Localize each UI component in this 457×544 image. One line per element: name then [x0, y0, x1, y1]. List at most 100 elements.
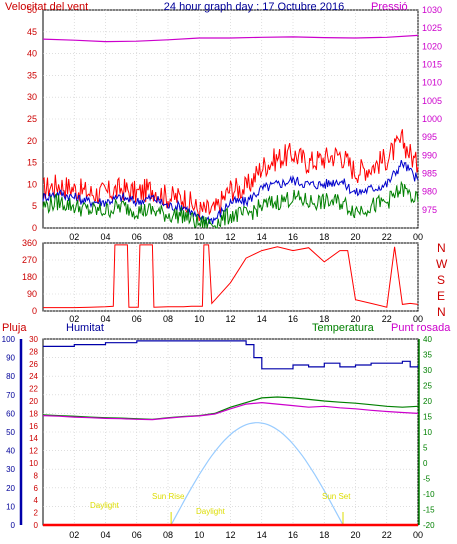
dewpoint-axis-title: Punt rosada	[391, 322, 451, 334]
pressure-y-tick-label: 1000	[422, 114, 442, 124]
sun-set-annotation: Sun Set	[322, 492, 351, 501]
rain-y-tick-label: 22	[29, 385, 38, 394]
temperature-y-tick-label: 25	[423, 382, 432, 391]
temperature-y-tick-label: 5	[423, 444, 428, 453]
temperature-axis-title: Temperatura	[312, 322, 375, 334]
humidity-y-tick-label: 20	[6, 484, 15, 493]
humidity-y-tick-label: 100	[2, 335, 16, 344]
x-tick-label: 20	[350, 314, 360, 324]
pressure-y-tick-label: 975	[422, 205, 437, 215]
rain-y-tick-label: 28	[29, 347, 38, 356]
rain-y-tick-label: 12	[29, 447, 38, 456]
x-tick-label: 12	[225, 314, 235, 324]
daylight-annotation-left: Daylight	[90, 501, 120, 510]
wind-y-tick-label: 15	[27, 158, 37, 168]
rain-y-tick-label: 10	[29, 459, 38, 468]
x-tick-label: 18	[319, 314, 329, 324]
humidity-y-tick-label: 0	[11, 521, 16, 530]
x-tick-label: 08	[163, 314, 173, 324]
direction-y-tick-label: 0	[32, 306, 37, 316]
pressure-y-tick-label: 980	[422, 187, 437, 197]
rain-y-tick-label: 20	[29, 397, 38, 406]
rain-y-tick-label: 2	[34, 509, 39, 518]
direction-label-n-top: N	[437, 241, 446, 255]
x-tick-label: 22	[382, 314, 392, 324]
x-tick-label: 20	[350, 530, 360, 540]
rain-y-tick-label: 14	[29, 434, 38, 443]
humidity-y-tick-label: 10	[6, 502, 15, 511]
direction-label-e: E	[437, 289, 445, 303]
humidity-axis-title: Humitat	[66, 322, 104, 334]
x-tick-label: 14	[257, 530, 267, 540]
pressure-y-tick-label: 1005	[422, 96, 442, 106]
humidity-y-tick-label: 30	[6, 465, 15, 474]
x-tick-label: 14	[257, 314, 267, 324]
x-tick-label: 08	[163, 232, 173, 242]
pressure-y-tick-label: 1015	[422, 60, 442, 70]
temperature-y-tick-label: -5	[423, 475, 431, 484]
direction-y-tick-label: 90	[27, 289, 37, 299]
pressure-y-tick-label: 1010	[422, 78, 442, 88]
wind-y-tick-label: 10	[27, 179, 37, 189]
x-tick-label: 02	[69, 314, 79, 324]
pressure-y-tick-label: 990	[422, 150, 437, 160]
humidity-y-tick-label: 50	[6, 428, 15, 437]
temperature-series-line	[42, 401, 419, 421]
wind-y-tick-label: 45	[27, 27, 37, 37]
x-tick-label: 16	[288, 530, 298, 540]
pressure-y-tick-label: 1025	[422, 23, 442, 33]
temperature-y-tick-label: -10	[423, 490, 435, 499]
pressure-y-tick-label: 995	[422, 132, 437, 142]
rain-y-tick-label: 18	[29, 409, 38, 418]
wind-y-tick-label: 0	[32, 223, 37, 233]
sun-elevation-curve	[170, 422, 344, 526]
humidity-y-tick-label: 80	[6, 372, 15, 381]
rain-y-tick-label: 26	[29, 360, 38, 369]
temperature-y-tick-label: 30	[423, 366, 432, 375]
x-tick-label: 04	[100, 314, 110, 324]
x-tick-label: 18	[319, 530, 329, 540]
pressure-axis-title: Pressió	[371, 1, 408, 13]
wind-speed-axis-title: Velocitat del vent	[5, 1, 88, 13]
rain-y-tick-label: 30	[29, 335, 38, 344]
x-tick-label: 04	[100, 232, 110, 242]
wind-y-tick-label: 5	[32, 201, 37, 211]
x-tick-label: 12	[225, 530, 235, 540]
x-tick-label: 10	[194, 232, 204, 242]
x-tick-label: 10	[194, 530, 204, 540]
humidity-y-tick-label: 90	[6, 354, 15, 363]
wind-y-tick-label: 30	[27, 92, 37, 102]
direction-label-n-bottom: N	[437, 305, 446, 319]
direction-label-w: W	[436, 257, 448, 271]
wind-series-line	[42, 129, 419, 222]
x-tick-label: 22	[382, 530, 392, 540]
rain-axis-title: Pluja	[2, 322, 27, 334]
rain-y-tick-label: 8	[34, 471, 39, 480]
wind-y-tick-label: 40	[27, 49, 37, 59]
wind-y-tick-label: 50	[27, 5, 37, 15]
x-tick-label: 06	[132, 314, 142, 324]
temperature-y-tick-label: -20	[423, 521, 435, 530]
x-tick-label: 06	[132, 232, 142, 242]
x-tick-label: 00	[413, 530, 423, 540]
humidity-y-tick-label: 40	[6, 447, 15, 456]
rain-y-tick-label: 0	[34, 521, 39, 530]
rain-y-tick-label: 4	[34, 496, 39, 505]
pressure-y-tick-label: 1030	[422, 5, 442, 15]
wind-y-tick-label: 35	[27, 70, 37, 80]
sun-rise-annotation: Sun Rise	[152, 492, 185, 501]
temperature-y-tick-label: -15	[423, 506, 435, 515]
wind-y-tick-label: 20	[27, 136, 37, 146]
temperature-y-tick-label: 40	[423, 335, 432, 344]
temperature-series-line	[42, 396, 419, 420]
direction-y-tick-label: 180	[22, 272, 37, 282]
direction-y-tick-label: 360	[22, 238, 37, 248]
direction-y-tick-label: 270	[22, 255, 37, 265]
x-tick-label: 18	[319, 232, 329, 242]
temperature-y-tick-label: 35	[423, 351, 432, 360]
x-tick-label: 02	[69, 530, 79, 540]
x-tick-label: 22	[382, 232, 392, 242]
x-tick-label: 16	[288, 314, 298, 324]
